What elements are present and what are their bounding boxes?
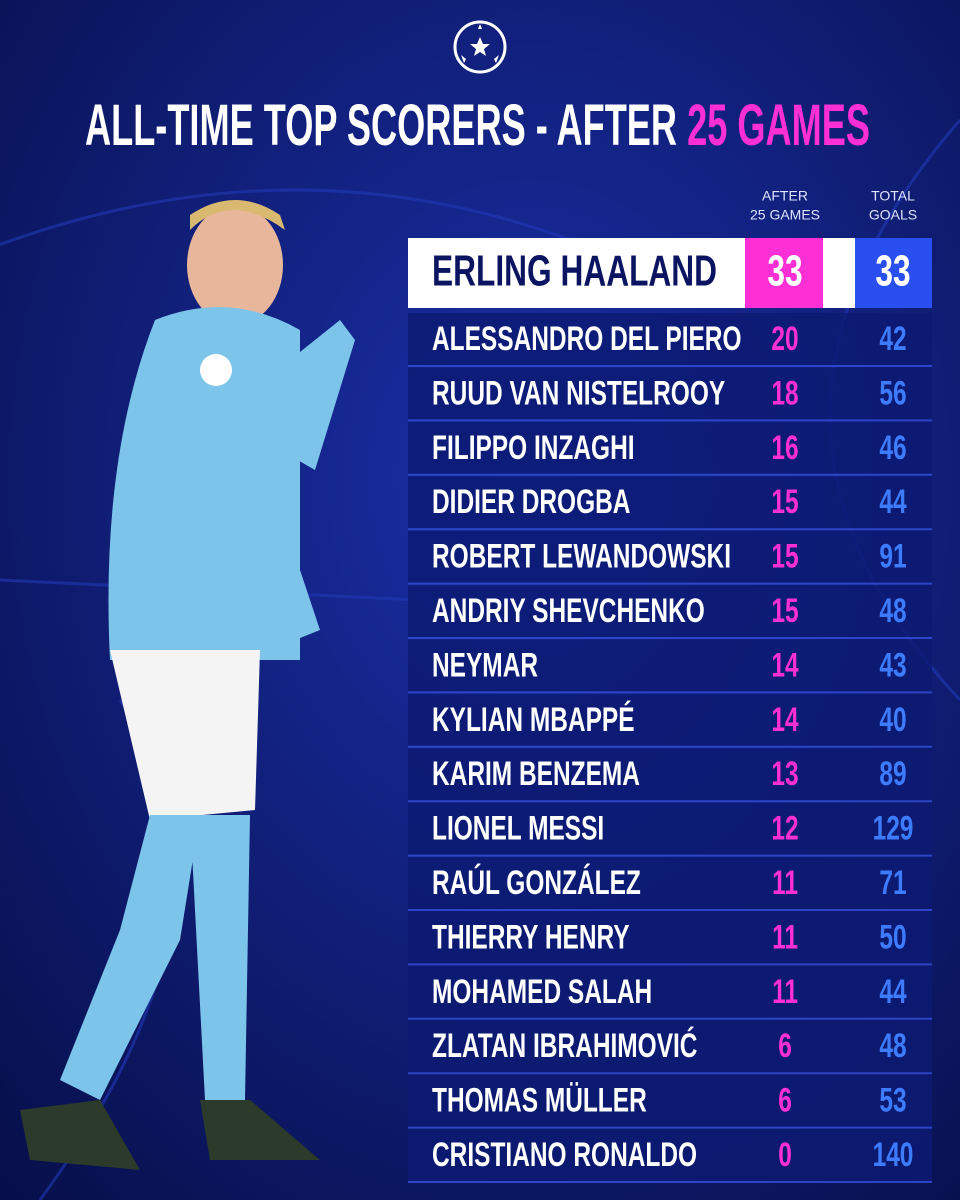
goals-after-25: 18 (771, 375, 798, 413)
table-row (408, 1074, 932, 1127)
player-name: NEYMAR (432, 647, 538, 685)
goals-after-25: 15 (771, 538, 798, 576)
goals-after-25: 6 (778, 1082, 792, 1120)
table-row (408, 313, 932, 365)
highlight-cell (745, 238, 823, 308)
total-goals: 71 (879, 864, 906, 902)
table-row (408, 476, 932, 529)
column-header: 25 GAMES (750, 207, 820, 223)
table-row (408, 367, 932, 420)
total-goals: 43 (879, 647, 906, 685)
column-header: TOTAL (871, 188, 915, 204)
player-name: KYLIAN MBAPPÉ (432, 700, 635, 739)
goals-after-25: 14 (771, 647, 799, 685)
player-name: FILIPPO INZAGHI (432, 429, 635, 467)
title-text: ALL-TIME TOP SCORERS - AFTER (85, 93, 677, 158)
player-name: DIDIER DROGBA (432, 483, 630, 521)
goals-after-25: 33 (767, 247, 802, 296)
player-name: RUUD VAN NISTELROOY (432, 375, 725, 413)
goals-after-25: 6 (778, 1027, 792, 1065)
player-name: ZLATAN IBRAHIMOVIĆ (432, 1026, 697, 1065)
table-row (408, 748, 932, 801)
player-name: CRISTIANO RONALDO (432, 1136, 697, 1174)
goals-after-25: 20 (771, 320, 798, 358)
total-goals: 48 (879, 1027, 906, 1065)
goals-after-25: 16 (771, 429, 798, 467)
goals-after-25: 15 (771, 592, 798, 630)
player-name: ANDRIY SHEVCHENKO (432, 592, 705, 630)
total-goals: 50 (879, 919, 906, 957)
player-name: LIONEL MESSI (432, 810, 604, 848)
table-row (408, 639, 932, 692)
total-goals: 44 (879, 483, 907, 521)
goals-after-25: 15 (771, 483, 798, 521)
total-goals: 53 (879, 1082, 906, 1120)
goals-after-25: 11 (772, 973, 798, 1011)
table-row (408, 421, 932, 474)
table-row (408, 965, 932, 1018)
table-row (408, 911, 932, 964)
player-name: RAÚL GONZÁLEZ (432, 863, 641, 902)
table-row (408, 693, 932, 746)
total-goals: 140 (873, 1136, 914, 1174)
player-name: THIERRY HENRY (432, 919, 630, 957)
highlight-row (408, 238, 932, 308)
player-figure (20, 200, 355, 1170)
column-header: AFTER (762, 188, 808, 204)
table-row (408, 530, 932, 583)
total-goals: 129 (873, 810, 914, 848)
total-goals: 44 (879, 973, 907, 1011)
total-goals: 89 (879, 755, 906, 793)
player-name: THOMAS MÜLLER (432, 1082, 647, 1120)
total-goals: 42 (879, 320, 906, 358)
player-name: ALESSANDRO DEL PIERO (432, 320, 742, 358)
goals-after-25: 11 (772, 864, 798, 902)
logo (453, 20, 507, 74)
table-row (408, 1020, 932, 1073)
highlight-cell (855, 238, 932, 308)
total-goals: 33 (875, 247, 910, 296)
goals-after-25: 12 (771, 810, 798, 848)
goals-after-25: 11 (772, 919, 798, 957)
player-name: KARIM BENZEMA (432, 755, 640, 793)
table-row (408, 585, 932, 637)
column-header: GOALS (869, 207, 917, 223)
table-row (408, 1129, 932, 1181)
table-row (408, 802, 932, 855)
goals-after-25: 14 (771, 701, 799, 739)
total-goals: 46 (879, 429, 906, 467)
goals-after-25: 0 (778, 1136, 792, 1174)
title: ALL-TIME TOP SCORERS - AFTER 25 GAMES (85, 93, 870, 158)
player-name: ERLING HAALAND (432, 247, 717, 296)
total-goals: 56 (879, 375, 906, 413)
total-goals: 91 (879, 538, 906, 576)
player-name: MOHAMED SALAH (432, 973, 652, 1011)
player-name: ROBERT LEWANDOWSKI (432, 538, 731, 576)
total-goals: 48 (879, 592, 906, 630)
goals-after-25: 13 (771, 755, 798, 793)
title-highlight: 25 GAMES (687, 93, 870, 158)
table-row (408, 857, 932, 909)
total-goals: 40 (879, 701, 906, 739)
